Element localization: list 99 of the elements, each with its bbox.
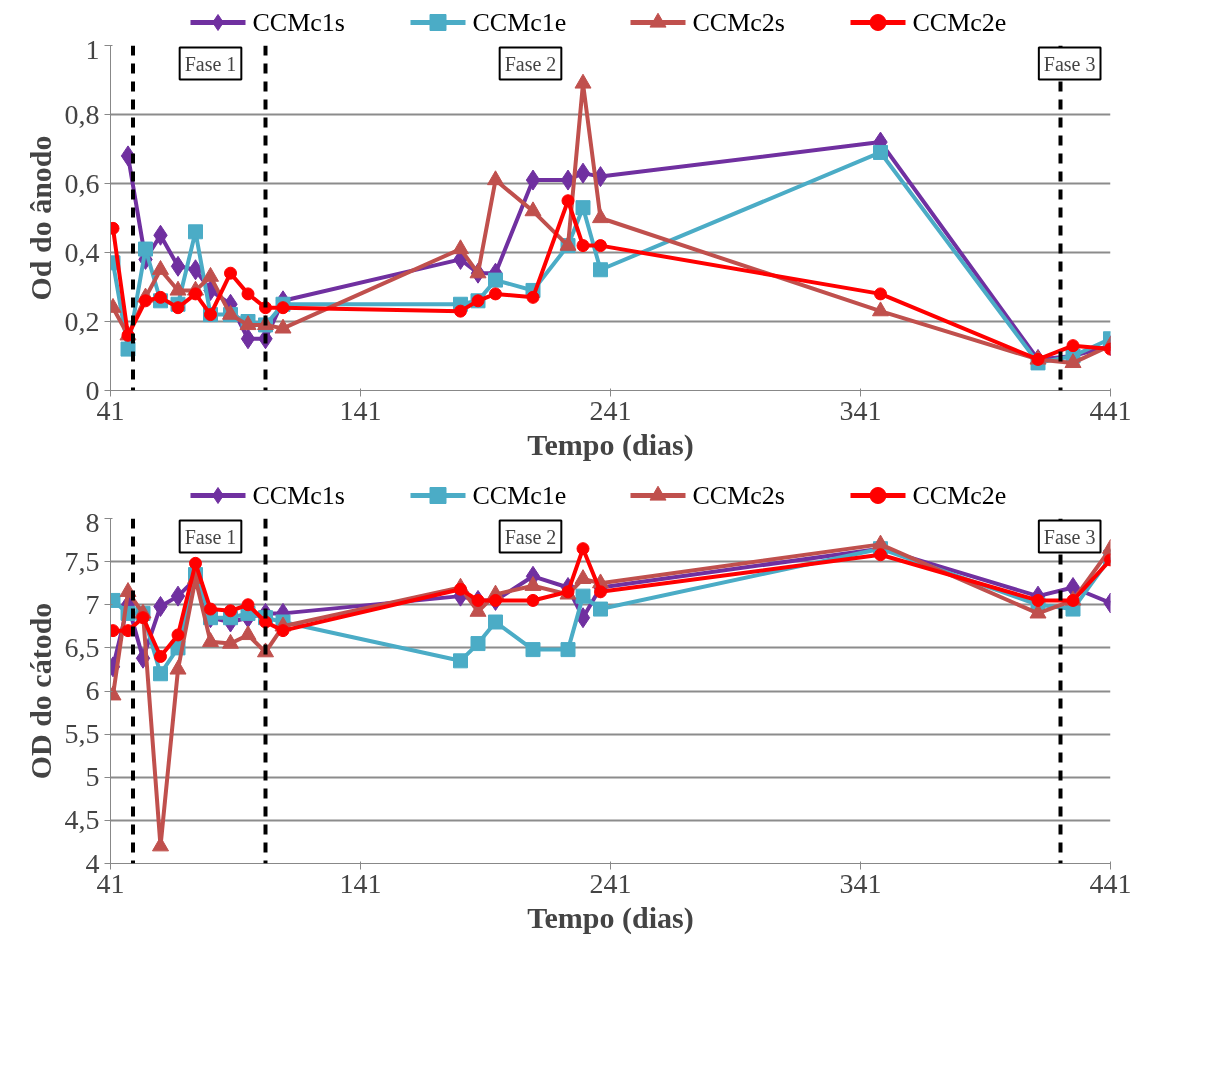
point bbox=[488, 272, 503, 288]
point bbox=[188, 224, 203, 240]
legend-label: CCMc2e bbox=[912, 481, 1007, 510]
point bbox=[239, 625, 257, 641]
point bbox=[152, 260, 169, 275]
point bbox=[1064, 353, 1082, 369]
point bbox=[576, 239, 590, 253]
point bbox=[593, 601, 608, 617]
y-axis-title: OD do cátodo bbox=[23, 602, 57, 780]
x-tick-label: 141 bbox=[339, 394, 382, 426]
y-tick-label: 6,5 bbox=[64, 631, 100, 663]
point bbox=[593, 262, 608, 278]
point bbox=[469, 263, 487, 279]
point bbox=[454, 304, 467, 318]
point bbox=[471, 593, 485, 607]
y-tick-label: 7,5 bbox=[64, 545, 100, 577]
point bbox=[594, 239, 607, 253]
legend-label: CCMc2s bbox=[692, 481, 785, 510]
point bbox=[488, 614, 503, 630]
point bbox=[1066, 339, 1080, 353]
point bbox=[525, 169, 541, 191]
point bbox=[171, 301, 185, 315]
legend-label: CCMc1e bbox=[472, 481, 567, 510]
y-tick-label: 5,5 bbox=[64, 718, 100, 750]
point bbox=[561, 194, 575, 208]
point bbox=[872, 301, 889, 317]
point bbox=[874, 287, 887, 301]
y-tick-label: 8 bbox=[85, 506, 100, 538]
point bbox=[240, 328, 256, 350]
point bbox=[592, 208, 609, 224]
x-tick-label: 241 bbox=[589, 394, 632, 426]
point bbox=[873, 144, 888, 160]
annotation: Fase 1 bbox=[184, 52, 237, 75]
x-tick-label: 441 bbox=[1089, 394, 1132, 426]
point bbox=[224, 604, 237, 618]
point bbox=[276, 301, 290, 315]
y-tick-label: 5 bbox=[85, 761, 100, 793]
y-tick-label: 7 bbox=[85, 588, 100, 620]
point bbox=[276, 624, 290, 638]
point bbox=[224, 266, 237, 280]
x-tick-label: 341 bbox=[839, 867, 882, 899]
x-tick-label: 141 bbox=[339, 867, 382, 899]
point bbox=[526, 290, 540, 304]
point bbox=[575, 588, 591, 604]
point bbox=[576, 542, 590, 556]
point bbox=[136, 611, 150, 625]
y-tick-label: 0,2 bbox=[64, 305, 100, 337]
y-tick-label: 6 bbox=[85, 675, 100, 706]
point bbox=[139, 294, 152, 308]
point bbox=[1031, 593, 1045, 607]
point bbox=[241, 598, 255, 612]
point bbox=[170, 585, 186, 607]
y-tick-label: 0,6 bbox=[64, 167, 100, 199]
y-tick-label: 1 bbox=[85, 33, 100, 65]
x-axis-title: Tempo (dias) bbox=[527, 900, 694, 935]
point bbox=[154, 290, 167, 304]
y-axis-title: Od do ânodo bbox=[23, 135, 57, 301]
point bbox=[874, 548, 887, 562]
legend-label: CCMc2s bbox=[692, 8, 785, 37]
legend-label: CCMc1s bbox=[252, 8, 345, 37]
x-tick-label: 341 bbox=[839, 394, 882, 426]
point bbox=[154, 650, 167, 663]
point bbox=[171, 628, 185, 642]
point bbox=[526, 593, 540, 607]
legend-label: CCMc2e bbox=[912, 8, 1007, 37]
point bbox=[138, 241, 153, 257]
point bbox=[489, 593, 502, 607]
annotation: Fase 3 bbox=[1043, 525, 1096, 548]
annotation: Fase 2 bbox=[504, 52, 557, 75]
point bbox=[525, 642, 541, 658]
point bbox=[524, 201, 542, 217]
point bbox=[189, 287, 202, 301]
point bbox=[575, 162, 591, 184]
y-tick-label: 4,5 bbox=[64, 804, 100, 836]
point bbox=[153, 666, 168, 682]
point bbox=[453, 653, 468, 669]
point bbox=[204, 602, 217, 616]
annotation: Fase 3 bbox=[1043, 52, 1096, 75]
point bbox=[487, 170, 504, 186]
point bbox=[452, 239, 469, 255]
legend-label: CCMc1s bbox=[252, 481, 345, 510]
legend-label: CCMc1e bbox=[472, 8, 567, 37]
point bbox=[241, 287, 255, 301]
point bbox=[575, 200, 591, 216]
point bbox=[189, 556, 202, 570]
point bbox=[594, 585, 607, 599]
y-tick-label: 0,8 bbox=[64, 98, 100, 130]
point bbox=[170, 255, 186, 277]
y-tick-label: 0,4 bbox=[64, 236, 100, 268]
y-tick-label: 0 bbox=[85, 374, 100, 406]
annotation: Fase 1 bbox=[184, 525, 237, 548]
point bbox=[454, 582, 467, 596]
point bbox=[560, 642, 576, 658]
x-axis-title: Tempo (dias) bbox=[527, 427, 694, 462]
point bbox=[470, 636, 486, 652]
x-tick-label: 441 bbox=[1089, 867, 1132, 899]
point bbox=[489, 287, 502, 301]
annotation: Fase 2 bbox=[504, 525, 557, 548]
x-tick-label: 241 bbox=[589, 867, 632, 899]
